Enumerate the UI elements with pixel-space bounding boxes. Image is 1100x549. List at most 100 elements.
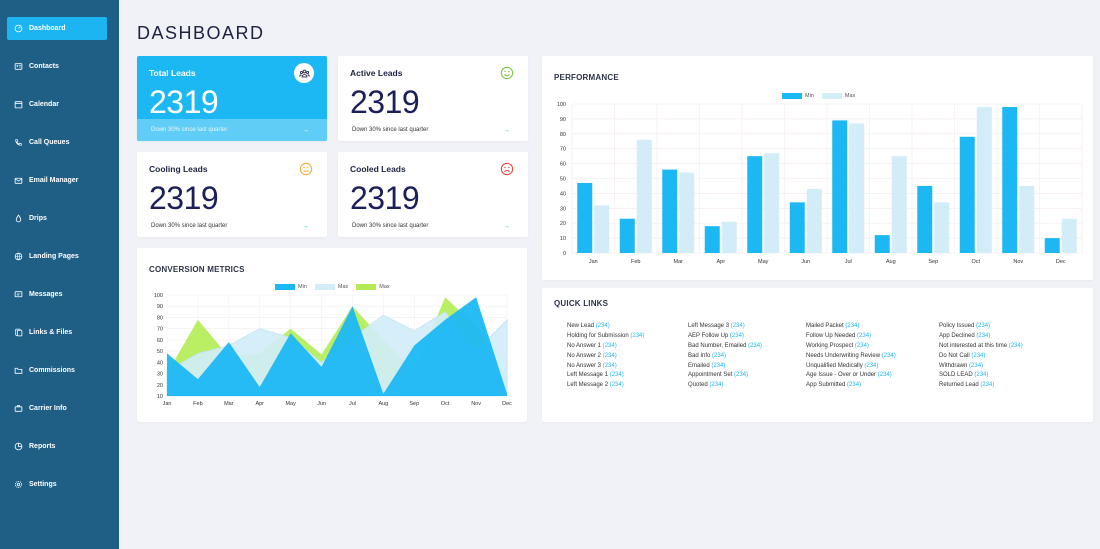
legend-item: Max	[314, 284, 348, 290]
quick-link-item[interactable]: No Answer 3 (234)	[567, 362, 644, 372]
sidebar-item-call-queues[interactable]: Call Queues	[7, 131, 107, 154]
x-tick-label: Dec	[1056, 259, 1066, 265]
bar-max	[594, 205, 610, 253]
quick-link-item[interactable]: Bad Number, Emailed (234)	[688, 342, 762, 352]
quick-link-item[interactable]: Age Issue - Over or Under (234)	[806, 371, 896, 381]
stat-foot: Down 30% since last quarter	[352, 223, 429, 229]
sidebar-item-landing-pages[interactable]: Landing Pages	[7, 245, 107, 268]
bar-min	[789, 202, 805, 253]
quick-link-item[interactable]: Appointment Set (234)	[688, 371, 762, 381]
sidebar-item-dashboard[interactable]: Dashboard	[7, 17, 107, 40]
y-tick-label: 40	[157, 360, 163, 366]
quick-link-label: Do Not Call	[939, 352, 970, 359]
bar-min	[874, 235, 890, 253]
x-tick-label: Mar	[674, 259, 684, 265]
quick-link-item[interactable]: Emailed (234)	[688, 362, 762, 372]
quick-link-item[interactable]: Not interested at this time (234)	[939, 342, 1023, 352]
quick-link-item[interactable]: Working Prospect (234)	[806, 342, 896, 352]
x-tick-label: Aug	[378, 401, 388, 407]
y-tick-label: 20	[560, 221, 566, 227]
stat-arrow-link[interactable]: →	[503, 223, 510, 230]
quick-link-item[interactable]: Left Message 2 (234)	[567, 381, 644, 391]
sidebar-item-calendar[interactable]: Calendar	[7, 93, 107, 116]
quick-link-item[interactable]: Unqualified Medically (234)	[806, 362, 896, 372]
sidebar-item-label: Email Manager	[29, 177, 79, 184]
x-tick-label: Apr	[255, 401, 264, 407]
quick-link-count: (234)	[847, 382, 862, 389]
y-tick-label: 100	[154, 293, 163, 299]
quick-link-item[interactable]: Left Message 3 (234)	[688, 322, 762, 332]
quick-link-item[interactable]: Holding for Submission (234)	[567, 332, 644, 342]
sidebar-item-reports[interactable]: Reports	[7, 435, 107, 458]
quick-link-item[interactable]: Follow Up Needed (234)	[806, 332, 896, 342]
quick-link-label: Policy Issued	[939, 323, 975, 329]
stat-card-total-leads[interactable]: Total Leads 2319 Down 30% since last qua…	[137, 56, 327, 141]
stat-arrow-link[interactable]: →	[302, 127, 309, 134]
quick-link-item[interactable]: Quoted (234)	[688, 381, 762, 391]
quick-link-count: (234)	[877, 372, 892, 379]
sidebar-item-label: Landing Pages	[29, 253, 79, 260]
quick-link-item[interactable]: Do Not Call (234)	[939, 352, 1023, 362]
quick-link-label: No Answer 1	[567, 342, 602, 349]
quick-link-item[interactable]: Withdrawn (234)	[939, 362, 1023, 372]
quick-link-item[interactable]: SOLD LEAD (234)	[939, 371, 1023, 381]
quick-link-count: (234)	[971, 352, 986, 359]
quick-link-item[interactable]: No Answer 1 (234)	[567, 342, 644, 352]
quick-link-item[interactable]: New Lead (234)	[567, 322, 644, 332]
quick-link-item[interactable]: Left Message 1 (234)	[567, 371, 644, 381]
stat-foot: Down 30% since last quarter	[151, 223, 228, 229]
sad-face-icon	[500, 162, 514, 176]
quick-link-label: New Lead	[567, 323, 595, 329]
y-tick-label: 0	[563, 251, 566, 257]
quick-link-count: (234)	[609, 372, 624, 379]
legend-swatch	[356, 284, 377, 290]
bar-min	[619, 218, 635, 253]
stat-card-cooling-leads[interactable]: Cooling Leads 2319 Down 30% since last q…	[137, 152, 327, 237]
bar-max	[1019, 185, 1035, 253]
quick-link-item[interactable]: No Answer 2 (234)	[567, 352, 644, 362]
stat-arrow-link[interactable]: →	[302, 223, 309, 230]
x-tick-label: Jan	[163, 401, 172, 407]
quick-link-item[interactable]: Returned Lead (234)	[939, 381, 1023, 391]
quick-link-label: AEP Follow Up	[688, 332, 729, 339]
quick-link-count: (234)	[976, 323, 991, 329]
y-tick-label: 30	[560, 206, 566, 212]
quick-link-count: (234)	[974, 372, 989, 379]
x-tick-label: Dec	[502, 401, 512, 407]
bar-max	[636, 139, 652, 253]
quick-link-item[interactable]: Mailed Packet (234)	[806, 322, 896, 332]
sidebar-item-carrier-info[interactable]: Carrier Info	[7, 397, 107, 420]
x-tick-label: Nov	[471, 401, 481, 407]
bar-max	[679, 172, 695, 253]
y-tick-label: 40	[560, 191, 566, 197]
legend-label: Min	[805, 93, 814, 99]
quick-link-label: Working Prospect	[806, 342, 854, 349]
sidebar-item-commissions[interactable]: Commissions	[7, 359, 107, 382]
x-tick-label: Jul	[845, 259, 852, 265]
quick-link-count: (234)	[881, 352, 896, 359]
globe-icon	[14, 252, 23, 261]
stat-card-active-leads[interactable]: Active Leads 2319 Down 30% since last qu…	[338, 56, 528, 141]
sidebar-item-links-files[interactable]: Links & Files	[7, 321, 107, 344]
sidebar-item-settings[interactable]: Settings	[7, 473, 107, 496]
quick-link-count: (234)	[864, 362, 879, 369]
quick-link-count: (234)	[854, 342, 869, 349]
sidebar-item-messages[interactable]: Messages	[7, 283, 107, 306]
stat-card-cooled-leads[interactable]: Cooled Leads 2319 Down 30% since last qu…	[338, 152, 528, 237]
quick-link-count: (234)	[709, 382, 724, 389]
quick-link-item[interactable]: Policy Issued (234)	[939, 322, 1023, 332]
legend-swatch	[821, 93, 842, 99]
sidebar-item-email-manager[interactable]: Email Manager	[7, 169, 107, 192]
quick-link-count: (234)	[1008, 342, 1023, 349]
legend-item: Max	[356, 284, 390, 290]
quick-link-item[interactable]: Bad Info (234)	[688, 352, 762, 362]
quick-link-item[interactable]: AEP Follow Up (234)	[688, 332, 762, 342]
quick-link-item[interactable]: Needs Underwriting Review (234)	[806, 352, 896, 362]
stat-arrow-link[interactable]: →	[503, 127, 510, 134]
quick-link-count: (234)	[734, 372, 749, 379]
section-title: PERFORMANCE	[554, 73, 619, 82]
quick-link-item[interactable]: App Declined (234)	[939, 332, 1023, 342]
sidebar-item-contacts[interactable]: Contacts	[7, 55, 107, 78]
quick-link-item[interactable]: App Submitted (234)	[806, 381, 896, 391]
sidebar-item-drips[interactable]: Drips	[7, 207, 107, 230]
